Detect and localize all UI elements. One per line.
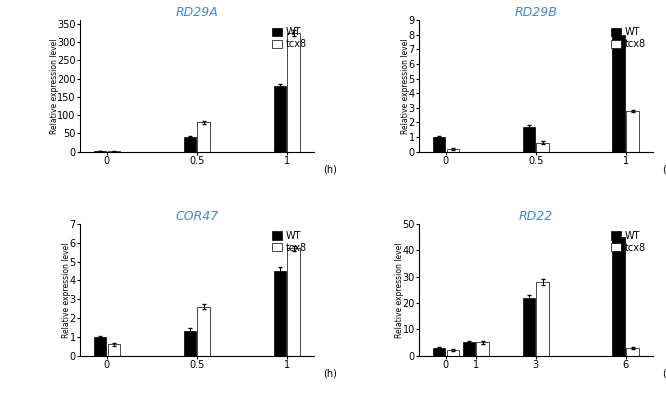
Y-axis label: Relative expression level: Relative expression level <box>50 38 59 134</box>
Bar <box>463 342 476 356</box>
Y-axis label: Relative expression level: Relative expression level <box>395 242 404 337</box>
Bar <box>626 347 639 356</box>
Bar <box>523 127 535 152</box>
Y-axis label: Relative expression level: Relative expression level <box>62 242 71 337</box>
Bar <box>287 33 300 152</box>
Bar <box>536 143 549 152</box>
Legend: WT, tcx8: WT, tcx8 <box>609 25 648 51</box>
Bar <box>107 344 120 356</box>
Title: COR47: COR47 <box>175 210 218 223</box>
Bar <box>476 342 489 356</box>
Legend: WT, tcx8: WT, tcx8 <box>270 25 309 51</box>
Title: RD29B: RD29B <box>514 6 557 19</box>
Legend: WT, tcx8: WT, tcx8 <box>270 229 309 255</box>
Bar <box>184 137 196 152</box>
Bar <box>433 347 446 356</box>
Title: RD22: RD22 <box>519 210 553 223</box>
Bar <box>274 86 286 152</box>
Bar <box>536 282 549 356</box>
Text: (h): (h) <box>323 369 337 379</box>
Bar <box>523 298 535 356</box>
Bar <box>94 337 107 356</box>
Bar <box>94 151 107 152</box>
Bar <box>197 307 210 356</box>
Bar <box>433 137 446 152</box>
Bar <box>287 248 300 356</box>
Title: RD29A: RD29A <box>175 6 218 19</box>
Bar <box>446 350 459 356</box>
Bar <box>613 35 625 152</box>
Bar <box>197 122 210 152</box>
Text: (h): (h) <box>662 369 666 379</box>
Text: (h): (h) <box>662 165 666 175</box>
Bar <box>184 331 196 356</box>
Bar <box>274 271 286 356</box>
Bar <box>446 149 459 152</box>
Legend: WT, tcx8: WT, tcx8 <box>609 229 648 255</box>
Text: (h): (h) <box>323 165 337 175</box>
Y-axis label: Relative expression level: Relative expression level <box>401 38 410 134</box>
Bar <box>613 237 625 356</box>
Bar <box>626 111 639 152</box>
